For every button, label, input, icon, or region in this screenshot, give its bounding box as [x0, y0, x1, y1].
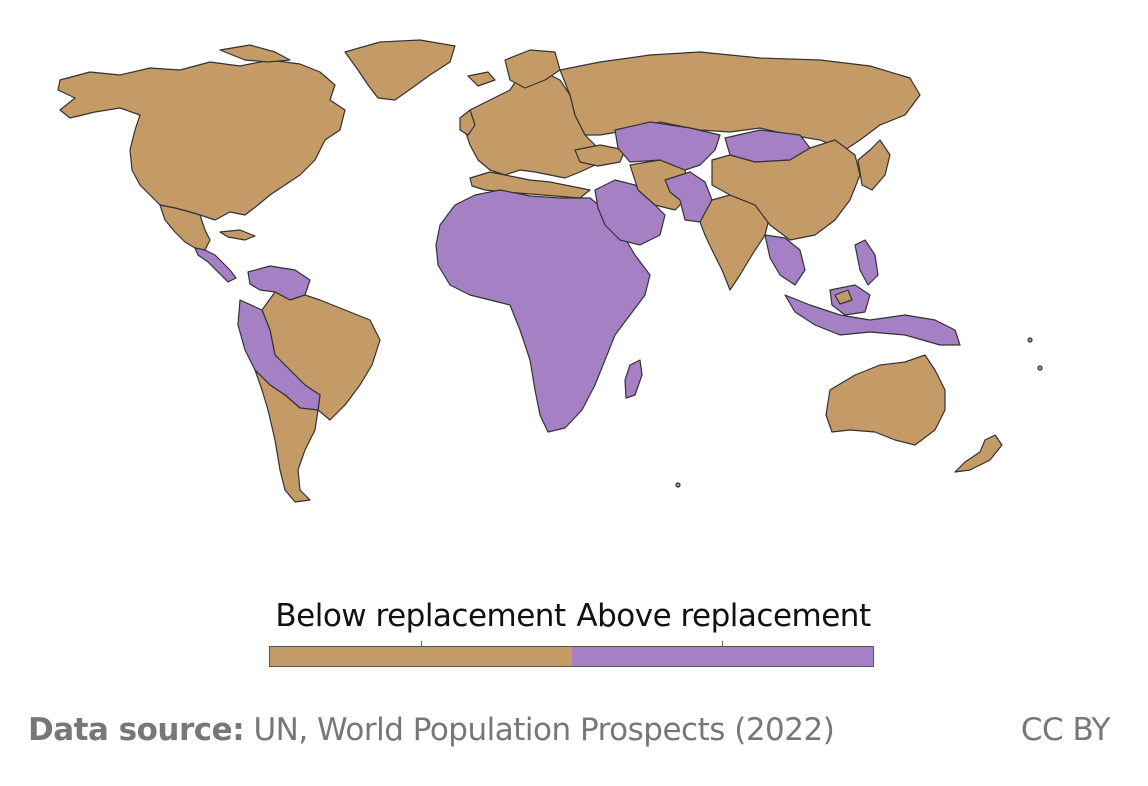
- data-source-text: UN, World Population Prospects (2022): [244, 712, 835, 748]
- legend-swatch-below: [270, 641, 572, 666]
- region-malaysia-brunei: [834, 289, 853, 305]
- world-map: [57, 39, 1043, 503]
- data-source-label: Data source:: [28, 712, 245, 748]
- region-greenland: [344, 39, 456, 101]
- legend-labels: Below replacement Above replacement: [269, 598, 875, 634]
- region-arabia: [594, 179, 666, 246]
- region-korea-japan: [857, 139, 891, 191]
- region-southeast-asia: [764, 234, 806, 286]
- region-africa: [435, 189, 651, 433]
- region-china: [711, 139, 861, 241]
- region-philippines: [854, 239, 879, 286]
- region-indonesia: [784, 294, 961, 346]
- region-uk: [459, 109, 476, 136]
- region-iceland: [467, 71, 496, 87]
- region-cuba: [219, 229, 256, 241]
- region-turkey: [574, 144, 626, 167]
- region-central-asia: [614, 121, 721, 171]
- region-islands-pacific-2: [1037, 365, 1043, 371]
- data-source: Data source: UN, World Population Prospe…: [28, 712, 835, 748]
- region-scandinavia: [504, 49, 561, 89]
- legend-bar: [269, 641, 874, 667]
- license-label: CC BY: [1020, 712, 1111, 748]
- region-mexico: [159, 204, 211, 251]
- region-islands-south: [675, 482, 681, 488]
- region-new-zealand: [954, 434, 1003, 473]
- region-madagascar: [624, 359, 643, 399]
- legend-label-below: Below replacement: [275, 598, 566, 634]
- legend-swatch-above: [571, 641, 873, 666]
- region-islands-pacific: [1027, 337, 1033, 343]
- region-canada-islands: [219, 44, 291, 63]
- region-australia: [825, 354, 946, 446]
- footer: Data source: UN, World Population Prospe…: [28, 712, 1111, 748]
- region-central-america: [194, 247, 237, 283]
- region-north-america: [57, 59, 346, 221]
- legend-label-above: Above replacement: [576, 598, 871, 634]
- region-southern-cone: [254, 369, 319, 503]
